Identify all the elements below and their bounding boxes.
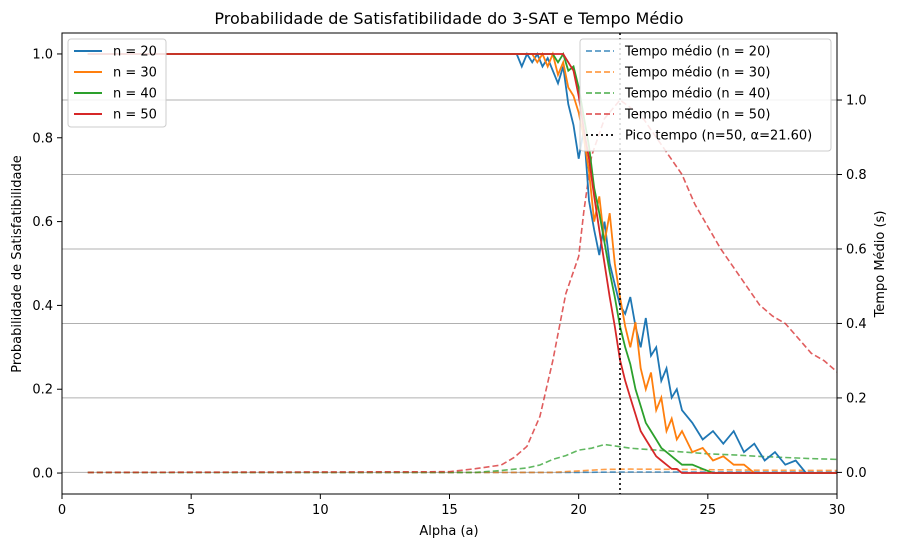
y-right-tick-label: 0.4 <box>846 317 867 332</box>
chart-title: Probabilidade de Satisfatibilidade do 3-… <box>214 9 683 28</box>
y-left-tick-label: 0.8 <box>32 131 53 146</box>
probability-series-line-3 <box>87 51 837 474</box>
y-axis-right: 0.0 0.2 0.4 0.6 0.8 1.0 <box>837 94 867 481</box>
x-axis-title: Alpha (a) <box>419 524 478 539</box>
time-series-lines <box>87 98 838 474</box>
y-axis-left-title: Probabilidade de Satisfatibilidade <box>10 155 25 372</box>
y-axis-right-title: Tempo Médio (s) <box>873 211 888 319</box>
legend-time-label: Tempo médio (n = 20) <box>624 45 770 60</box>
y-axis-left: 0.0 0.2 0.4 0.6 0.8 1.0 <box>32 47 62 482</box>
legend-probability-box <box>67 38 167 128</box>
x-axis: 0 5 10 15 20 25 30 <box>58 494 845 518</box>
y-left-tick-label: 1.0 <box>32 47 53 62</box>
y-right-tick-label: 0.2 <box>846 391 867 406</box>
legend-time-label: Tempo médio (n = 50) <box>624 108 770 123</box>
y-left-tick-label: 0.4 <box>32 299 53 314</box>
legend-time: Tempo médio (n = 20) Tempo médio (n = 30)… <box>579 38 832 152</box>
legend-time-label: Tempo médio (n = 30) <box>624 66 770 81</box>
x-tick-label: 25 <box>700 503 717 518</box>
probability-series-line-2 <box>87 51 837 474</box>
x-tick-label: 5 <box>187 503 195 518</box>
y-right-tick-label: 0.0 <box>846 466 867 481</box>
x-tick-label: 10 <box>312 503 329 518</box>
y-left-tick-label: 0.2 <box>32 383 53 398</box>
legend-probability-label: n = 30 <box>113 66 157 81</box>
y-right-tick-label: 1.0 <box>846 94 867 109</box>
x-tick-label: 15 <box>441 503 458 518</box>
x-tick-label: 0 <box>58 503 66 518</box>
legend-time-label: Pico tempo (n=50, α=21.60) <box>625 129 812 144</box>
grid-lines <box>62 99 837 473</box>
y-left-tick-label: 0.6 <box>32 215 53 230</box>
y-right-tick-label: 0.8 <box>846 168 867 183</box>
legend-time-box <box>579 38 832 152</box>
legend-probability-label: n = 40 <box>113 87 157 102</box>
probability-series-line-1 <box>87 52 837 474</box>
time-series-line-4 <box>87 98 838 474</box>
x-tick-label: 20 <box>570 503 587 518</box>
x-tick-label: 30 <box>829 503 846 518</box>
y-right-tick-label: 0.6 <box>846 242 867 257</box>
legend-probability-label: n = 50 <box>113 108 157 123</box>
legend-time-label: Tempo médio (n = 40) <box>624 87 770 102</box>
legend-probability-label: n = 20 <box>113 45 157 60</box>
y-left-tick-label: 0.0 <box>32 467 53 482</box>
time-series-line-2 <box>87 468 838 474</box>
time-series-line-3 <box>87 443 838 474</box>
legend-probability: n = 20 n = 30 n = 40 n = 50 <box>67 38 167 128</box>
